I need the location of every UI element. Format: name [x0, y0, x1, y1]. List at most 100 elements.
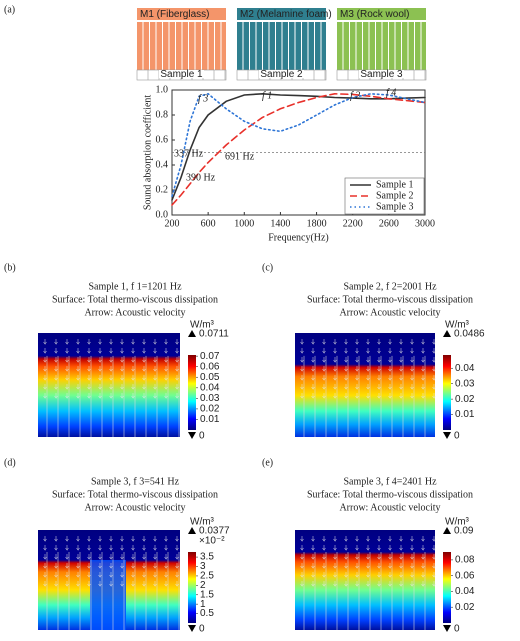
velocity-arrow: [377, 581, 381, 587]
velocity-arrow: [153, 572, 157, 578]
velocity-arrow: [153, 536, 157, 542]
velocity-arrow: [142, 563, 146, 569]
velocity-arrow: [322, 563, 326, 569]
panel-title: Arrow: Acoustic velocity: [339, 307, 440, 318]
panel-title: Sample 3, f 4=2401 Hz: [343, 476, 437, 487]
velocity-arrow: [300, 357, 304, 363]
velocity-arrow: [164, 384, 168, 390]
velocity-arrow: [399, 384, 403, 390]
velocity-arrow: [421, 384, 425, 390]
velocity-arrow: [175, 581, 179, 587]
velocity-arrow: [355, 384, 359, 390]
velocity-arrow: [87, 375, 91, 381]
velocity-arrow: [355, 545, 359, 551]
velocity-arrow: [333, 393, 337, 399]
velocity-arrow: [120, 393, 124, 399]
velocity-arrow: [410, 357, 414, 363]
velocity-arrow: [333, 357, 337, 363]
velocity-arrow: [175, 348, 179, 354]
velocity-arrow: [120, 572, 124, 578]
velocity-arrow: [54, 384, 58, 390]
panel-label: (a): [4, 4, 15, 15]
velocity-arrow: [432, 393, 436, 399]
legend-label: Sample 1: [376, 179, 414, 190]
velocity-arrow: [344, 357, 348, 363]
velocity-arrow: [87, 581, 91, 587]
colorbar-tick-label: 0.04: [455, 586, 475, 597]
velocity-arrow: [87, 545, 91, 551]
max-triangle: [188, 527, 196, 534]
velocity-arrow: [43, 572, 47, 578]
velocity-arrow: [421, 348, 425, 354]
x-tick-label: 200: [165, 218, 180, 229]
velocity-arrow: [399, 393, 403, 399]
velocity-arrow: [333, 339, 337, 345]
velocity-arrow: [109, 536, 113, 542]
velocity-arrow: [120, 554, 124, 560]
sample-box: [159, 70, 204, 78]
velocity-arrow: [142, 348, 146, 354]
velocity-arrow: [76, 572, 80, 578]
velocity-arrow: [388, 563, 392, 569]
velocity-arrow: [76, 357, 80, 363]
velocity-arrow: [344, 393, 348, 399]
velocity-arrow: [421, 554, 425, 560]
velocity-arrow: [76, 393, 80, 399]
colorbar: [443, 355, 451, 430]
panel-title: Sample 1, f 1=1201 Hz: [88, 281, 182, 292]
colorbar: [188, 355, 196, 430]
velocity-arrow: [65, 357, 69, 363]
velocity-arrow: [109, 375, 113, 381]
velocity-arrow: [175, 572, 179, 578]
velocity-arrow: [109, 554, 113, 560]
velocity-arrow: [43, 357, 47, 363]
min-triangle: [443, 625, 451, 632]
velocity-arrow: [54, 339, 58, 345]
velocity-arrow: [322, 366, 326, 372]
velocity-arrow: [333, 572, 337, 578]
legend-label: Sample 2: [376, 190, 414, 201]
velocity-arrow: [366, 581, 370, 587]
velocity-arrow: [355, 366, 359, 372]
velocity-arrow: [311, 357, 315, 363]
velocity-arrow: [344, 572, 348, 578]
velocity-arrow: [322, 393, 326, 399]
velocity-arrow: [153, 375, 157, 381]
series-line: [171, 92, 426, 206]
x-tick-label: 1400: [270, 218, 290, 229]
velocity-arrow: [164, 339, 168, 345]
velocity-arrow: [322, 375, 326, 381]
velocity-arrow: [377, 348, 381, 354]
velocity-arrow: [377, 375, 381, 381]
velocity-arrow: [87, 572, 91, 578]
velocity-arrow: [388, 545, 392, 551]
velocity-arrow: [153, 384, 157, 390]
velocity-arrow: [410, 366, 414, 372]
sample-box: [359, 70, 404, 78]
velocity-arrow: [432, 375, 436, 381]
velocity-arrow: [333, 563, 337, 569]
velocity-arrow: [366, 375, 370, 381]
velocity-arrow: [98, 554, 102, 560]
material-name: M1 (Fiberglass): [140, 9, 209, 20]
velocity-arrow: [300, 572, 304, 578]
velocity-arrow: [421, 366, 425, 372]
colorbar-max: 0.09: [454, 526, 474, 537]
velocity-arrow: [142, 375, 146, 381]
velocity-arrow: [377, 572, 381, 578]
velocity-arrow: [300, 384, 304, 390]
velocity-arrow: [54, 348, 58, 354]
velocity-arrow: [300, 375, 304, 381]
panel-title: Sample 2, f 2=2001 Hz: [343, 281, 437, 292]
colorbar-tick-label: 0.02: [455, 602, 475, 613]
velocity-arrow: [54, 545, 58, 551]
panel-title: Sample 3, f 3=541 Hz: [91, 476, 180, 487]
velocity-arrow: [131, 545, 135, 551]
material-name: M3 (Rock wool): [340, 9, 409, 20]
velocity-arrow: [432, 536, 436, 542]
velocity-arrow: [300, 348, 304, 354]
y-tick-label: 0.4: [156, 159, 169, 170]
velocity-arrow: [366, 545, 370, 551]
colorbar-tick-label: 0.01: [200, 414, 220, 425]
velocity-arrow: [120, 384, 124, 390]
